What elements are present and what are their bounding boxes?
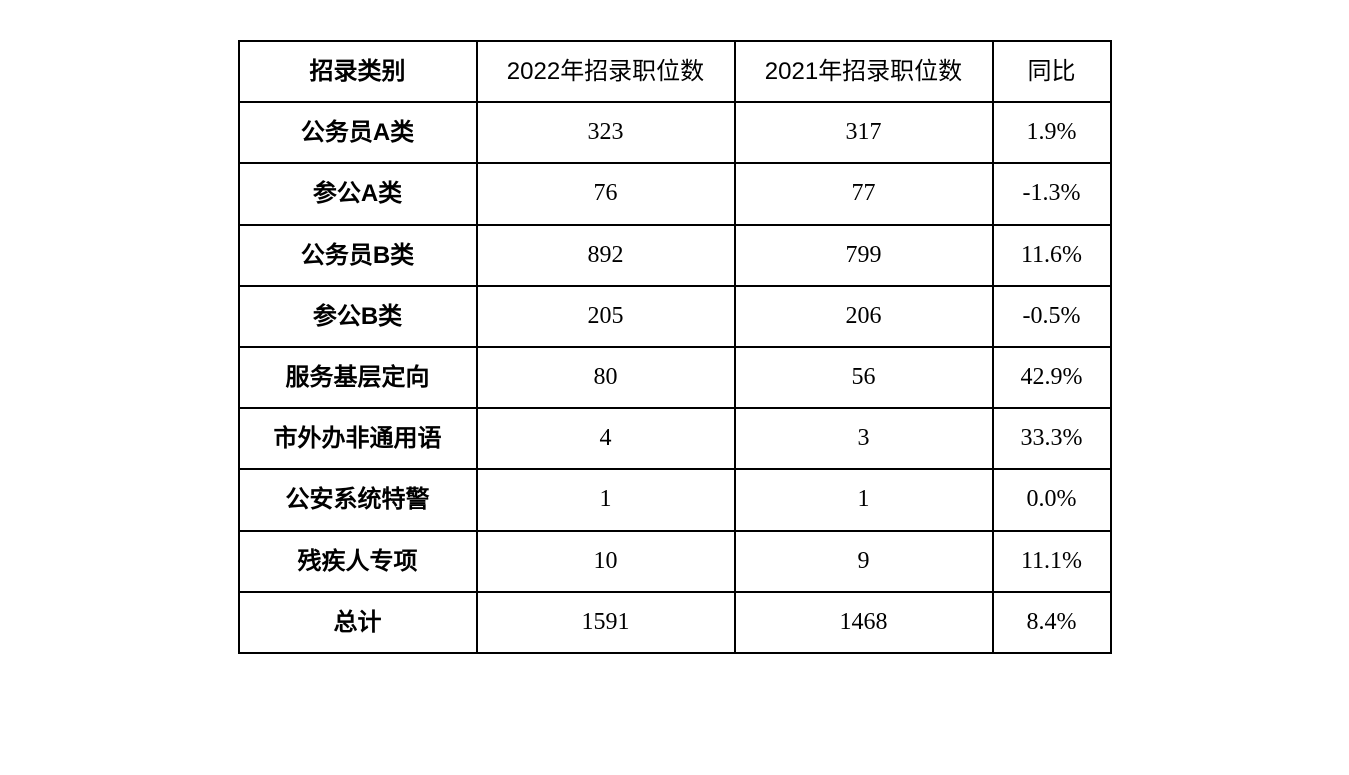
table-row: 公安系统特警110.0% bbox=[239, 469, 1111, 530]
cell-category: 服务基层定向 bbox=[239, 347, 477, 408]
cell-pct: -0.5% bbox=[993, 286, 1111, 347]
table-row: 公务员B类89279911.6% bbox=[239, 225, 1111, 286]
cell-category: 参公A类 bbox=[239, 163, 477, 224]
cell-2021: 206 bbox=[735, 286, 993, 347]
table-row: 服务基层定向805642.9% bbox=[239, 347, 1111, 408]
cell-category: 公安系统特警 bbox=[239, 469, 477, 530]
col-header-category: 招录类别 bbox=[239, 41, 477, 102]
cell-2022: 80 bbox=[477, 347, 735, 408]
table-body: 公务员A类3233171.9%参公A类7677-1.3%公务员B类8927991… bbox=[239, 102, 1111, 653]
cell-category: 总计 bbox=[239, 592, 477, 653]
cell-2022: 10 bbox=[477, 531, 735, 592]
cell-2021: 77 bbox=[735, 163, 993, 224]
table-row: 参公B类205206-0.5% bbox=[239, 286, 1111, 347]
cell-2022: 323 bbox=[477, 102, 735, 163]
col-header-2021: 2021年招录职位数 bbox=[735, 41, 993, 102]
table-row: 残疾人专项10911.1% bbox=[239, 531, 1111, 592]
cell-2022: 892 bbox=[477, 225, 735, 286]
cell-2021: 317 bbox=[735, 102, 993, 163]
cell-pct: 11.6% bbox=[993, 225, 1111, 286]
cell-2022: 1 bbox=[477, 469, 735, 530]
cell-category: 残疾人专项 bbox=[239, 531, 477, 592]
cell-category: 市外办非通用语 bbox=[239, 408, 477, 469]
cell-category: 公务员A类 bbox=[239, 102, 477, 163]
col-header-pct: 同比 bbox=[993, 41, 1111, 102]
cell-2021: 799 bbox=[735, 225, 993, 286]
cell-2022: 76 bbox=[477, 163, 735, 224]
cell-pct: 0.0% bbox=[993, 469, 1111, 530]
cell-2022: 205 bbox=[477, 286, 735, 347]
table-row: 公务员A类3233171.9% bbox=[239, 102, 1111, 163]
cell-2021: 9 bbox=[735, 531, 993, 592]
cell-pct: 42.9% bbox=[993, 347, 1111, 408]
table-row: 总计159114688.4% bbox=[239, 592, 1111, 653]
cell-pct: 33.3% bbox=[993, 408, 1111, 469]
cell-2022: 1591 bbox=[477, 592, 735, 653]
table-row: 参公A类7677-1.3% bbox=[239, 163, 1111, 224]
cell-2021: 3 bbox=[735, 408, 993, 469]
cell-2021: 1 bbox=[735, 469, 993, 530]
cell-2021: 1468 bbox=[735, 592, 993, 653]
header-row: 招录类别 2022年招录职位数 2021年招录职位数 同比 bbox=[239, 41, 1111, 102]
table-header: 招录类别 2022年招录职位数 2021年招录职位数 同比 bbox=[239, 41, 1111, 102]
recruitment-table: 招录类别 2022年招录职位数 2021年招录职位数 同比 公务员A类32331… bbox=[238, 40, 1112, 654]
col-header-2022: 2022年招录职位数 bbox=[477, 41, 735, 102]
cell-pct: 11.1% bbox=[993, 531, 1111, 592]
cell-pct: 8.4% bbox=[993, 592, 1111, 653]
cell-category: 参公B类 bbox=[239, 286, 477, 347]
cell-2021: 56 bbox=[735, 347, 993, 408]
cell-pct: -1.3% bbox=[993, 163, 1111, 224]
cell-category: 公务员B类 bbox=[239, 225, 477, 286]
cell-2022: 4 bbox=[477, 408, 735, 469]
cell-pct: 1.9% bbox=[993, 102, 1111, 163]
table-row: 市外办非通用语4333.3% bbox=[239, 408, 1111, 469]
